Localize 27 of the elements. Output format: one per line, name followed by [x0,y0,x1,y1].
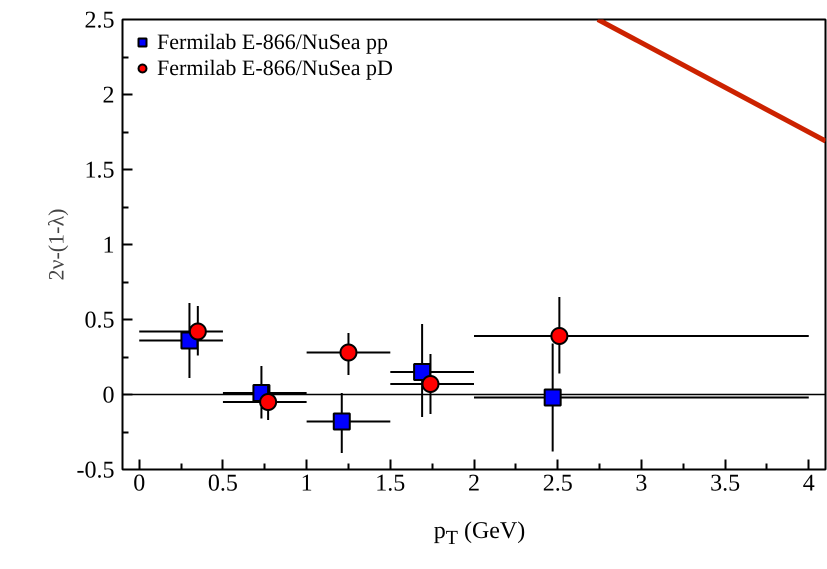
y-tick-label: 2 [102,82,114,108]
legend-label: Fermilab E-866/NuSea pp [157,29,388,55]
y-tick-label: -0.5 [76,458,115,484]
x-tick-label: 2 [468,470,480,496]
y-tick-label: 0.5 [84,308,114,334]
point [188,322,207,340]
x-tick-label: 3 [635,470,648,496]
point [259,393,278,411]
y-tick-label: 1.5 [84,158,114,184]
legend-label: Fermilab E-866/NuSea pD [157,55,393,81]
x-axis-title: p$_{T}$ (GeV) [434,517,526,551]
x-tick-label: 1 [300,470,313,496]
point [332,412,351,430]
x-tick-label: 1.5 [375,470,406,496]
x-tick-label: 0.5 [208,470,238,496]
x-tick-label: 4 [802,470,815,496]
point [421,375,440,393]
x-tick-label: 0 [133,470,146,496]
point [339,344,358,362]
point [550,327,568,345]
y-tick-label: 2.5 [84,8,114,34]
point [544,388,562,406]
y-axis-title: 2ν-(1-λ) [44,208,69,280]
y-tick-label: 1 [102,232,114,258]
y-tick-label: 0 [102,382,114,408]
x-tick-label: 3.5 [710,470,740,496]
x-tick-label: 2.5 [542,470,573,496]
